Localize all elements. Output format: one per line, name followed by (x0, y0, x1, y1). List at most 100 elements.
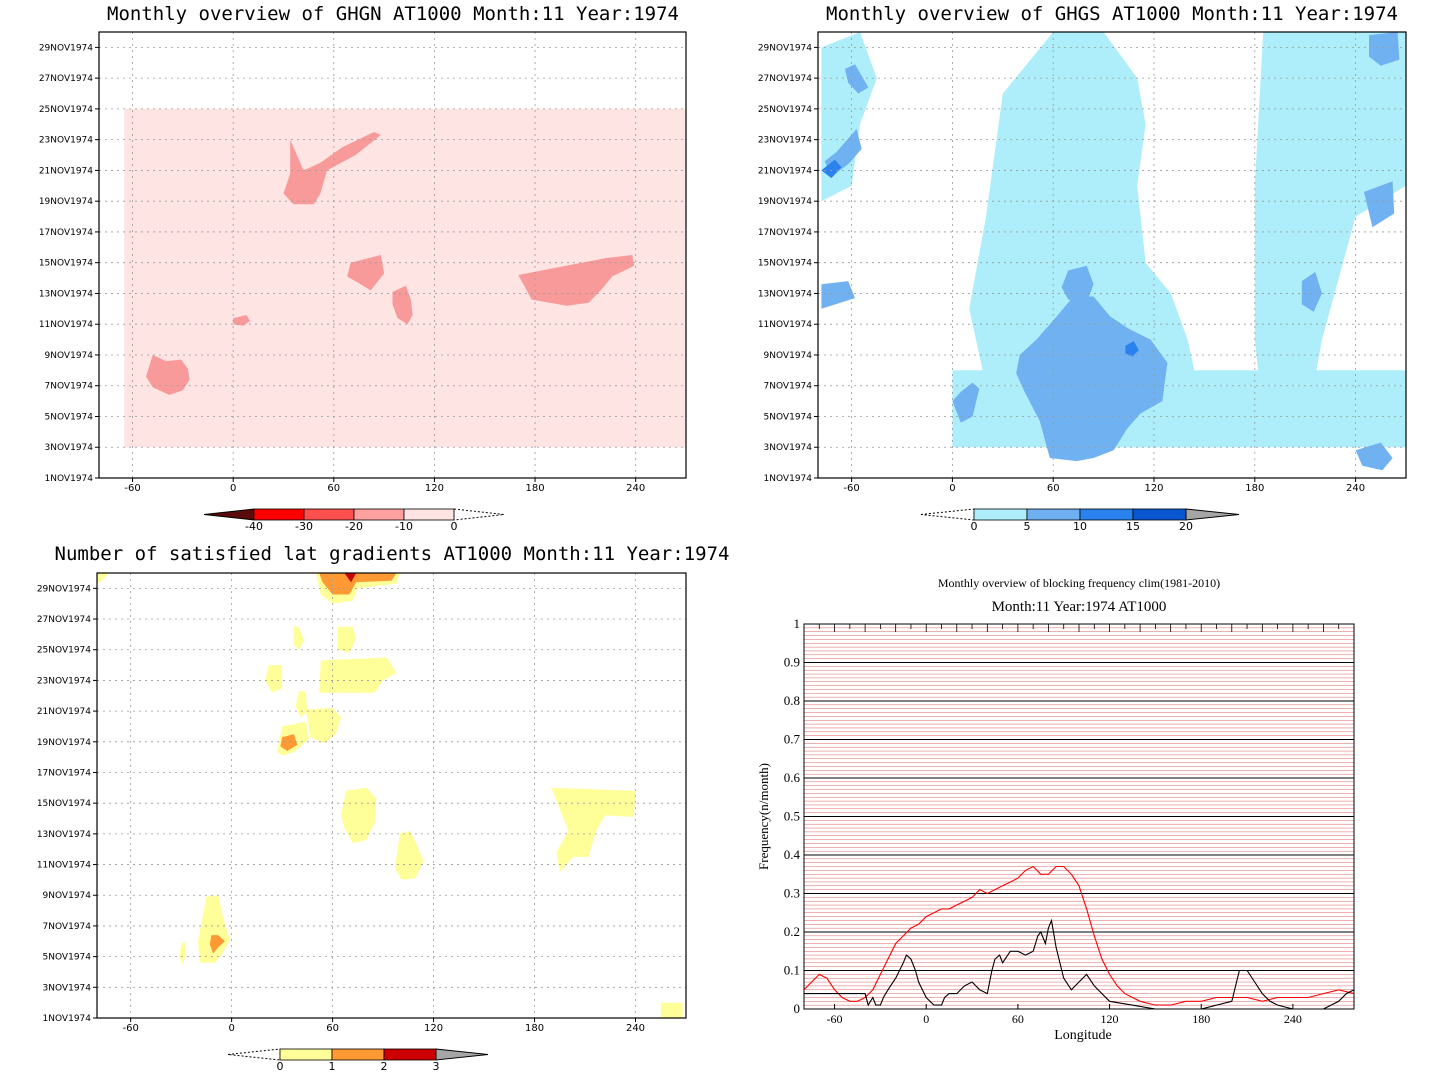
y-tick-label: 0.8 (784, 693, 800, 708)
heatmap-panel-3: Number of satisfied lat gradients AT1000… (37, 543, 730, 1073)
contour-region (821, 159, 842, 179)
x-tick-label: 120 (424, 1023, 443, 1034)
x-tick-label: 120 (1101, 1012, 1119, 1026)
y-tick-label: 7NOV1974 (45, 382, 94, 392)
y-tick-label: 3NOV1974 (43, 983, 92, 993)
contour-region (283, 132, 381, 205)
y-tick-label: 9NOV1974 (43, 891, 92, 901)
y-tick-label: 3NOV1974 (45, 443, 94, 453)
y-axis-label: Frequency(n/month) (756, 763, 771, 870)
x-tick-label: 60 (326, 1023, 339, 1034)
contour-region (1364, 181, 1395, 228)
y-tick-label: 21NOV1974 (39, 166, 93, 176)
y-tick-label: 27NOV1974 (37, 615, 91, 625)
y-tick-label: 17NOV1974 (758, 228, 812, 238)
plot-frame (96, 572, 687, 1019)
colorbar: 0 1 2 3 (227, 1048, 489, 1073)
colorbar-swatch (303, 508, 355, 521)
plot-frame (98, 31, 687, 479)
x-tick-label: 60 (1047, 483, 1060, 494)
y-tick-label: 0.9 (784, 655, 800, 670)
contour-region (1125, 341, 1139, 357)
x-tick-label: 60 (327, 483, 340, 494)
contour-region (198, 895, 230, 963)
contour-region (821, 281, 855, 309)
y-tick-label: 1NOV1974 (43, 1014, 92, 1024)
y-tick-label: 27NOV1974 (758, 74, 812, 84)
colorbar-swatch (279, 1048, 333, 1061)
x-tick-label: 0 (949, 483, 955, 494)
colorbar-label: 20 (1179, 520, 1193, 533)
colorbar-label: 0 (971, 520, 978, 533)
y-tick-label: 19NOV1974 (39, 197, 93, 207)
line-chart-panel: Monthly overview of blocking frequency c… (756, 576, 1355, 1043)
contour-region (295, 691, 308, 718)
colorbar-triangle-open (227, 1048, 281, 1061)
y-tick-label: 0.2 (784, 924, 800, 939)
contour-region (319, 573, 397, 595)
chart-title: Monthly overview of GHGS AT1000 Month:11… (826, 3, 1398, 25)
y-tick-label: 1 (794, 616, 801, 631)
contour-region (1254, 32, 1406, 417)
contour-region (209, 935, 225, 954)
heatmap-panel-2: Monthly overview of GHGS AT1000 Month:11… (758, 3, 1407, 533)
contour-region (146, 355, 190, 395)
y-tick-label: 11NOV1974 (37, 861, 91, 871)
colorbar-swatch (403, 508, 455, 521)
x-tick-label: 60 (1012, 1012, 1024, 1026)
minor-grid (804, 627, 1354, 1006)
contour-region (1016, 296, 1168, 462)
colorbar-label: -10 (395, 520, 413, 533)
chart-title: Number of satisfied lat gradients AT1000… (55, 543, 730, 565)
x-tick-label: 240 (1284, 1012, 1302, 1026)
series-line (804, 865, 1354, 1006)
y-tick-label: 0.1 (784, 963, 800, 978)
colorbar-triangle (1185, 508, 1240, 521)
colorbar-swatch (1079, 508, 1134, 521)
contour-region (97, 573, 109, 584)
y-tick-label: 17NOV1974 (39, 228, 93, 238)
colorbar-swatch (353, 508, 405, 521)
x-tick-label: 180 (525, 1023, 544, 1034)
y-tick-label: 19NOV1974 (37, 738, 91, 748)
contour-region (952, 382, 980, 423)
contour-region (293, 626, 304, 650)
contour-region (337, 626, 357, 653)
y-tick-label: 5NOV1974 (764, 412, 813, 422)
y-tick-label: 11NOV1974 (758, 320, 812, 330)
y-tick-label: 25NOV1974 (37, 646, 91, 656)
plot-frame (817, 31, 1407, 479)
x-tick-label: 0 (230, 483, 236, 494)
chart-title: Monthly overview of GHGN AT1000 Month:11… (107, 3, 679, 25)
y-tick-label: 21NOV1974 (37, 707, 91, 717)
colorbar-label: -20 (345, 520, 363, 533)
x-tick-label: -60 (827, 1012, 843, 1026)
y-tick-label: 13NOV1974 (39, 289, 93, 299)
contour-region (280, 734, 298, 751)
colorbar-label: 5 (1024, 520, 1031, 533)
colorbar-swatch (383, 1048, 437, 1061)
y-tick-label: 29NOV1974 (758, 43, 812, 53)
colorbar-label: -30 (295, 520, 313, 533)
y-tick-label: 17NOV1974 (37, 768, 91, 778)
contour-fills (97, 573, 683, 1018)
contour-region (1355, 442, 1393, 471)
y-tick-label: 3NOV1974 (764, 443, 813, 453)
chart-title: Monthly overview of blocking frequency c… (938, 576, 1220, 590)
y-tick-label: 0.7 (784, 732, 801, 747)
x-tick-label: -60 (843, 483, 859, 494)
y-tick-label: 13NOV1974 (37, 830, 91, 840)
y-tick-label: 1NOV1974 (45, 474, 94, 484)
y-tick-label: 0.4 (784, 847, 801, 862)
y-tick-label: 1NOV1974 (764, 474, 813, 484)
y-tick-label: 5NOV1974 (45, 412, 94, 422)
y-tick-label: 19NOV1974 (758, 197, 812, 207)
y-tick-label: 0 (794, 1001, 801, 1016)
grid (818, 32, 1406, 478)
y-tick-label: 15NOV1974 (758, 259, 812, 269)
colorbar-label: 1 (329, 1060, 336, 1073)
x-tick-label: 240 (626, 1023, 645, 1034)
y-tick-label: 15NOV1974 (37, 799, 91, 809)
x-tick-label: 120 (425, 483, 444, 494)
